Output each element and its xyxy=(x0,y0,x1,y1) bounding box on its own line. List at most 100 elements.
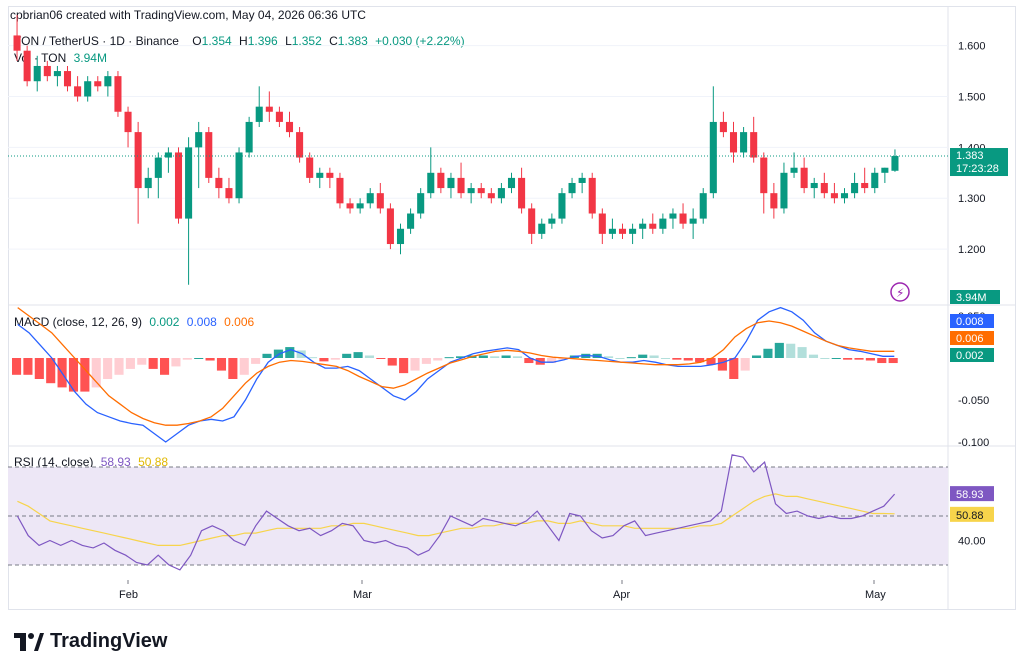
low-label: L xyxy=(285,34,292,48)
candle-body xyxy=(265,106,273,112)
candle-body xyxy=(346,203,354,209)
macd-legend: MACD (close, 12, 26, 9) 0.002 0.008 0.00… xyxy=(14,315,258,329)
macd-histogram-bar xyxy=(501,355,511,358)
brand-name: TradingView xyxy=(50,630,168,652)
macd-hist-badge-value: 0.006 xyxy=(956,333,984,345)
candle-body xyxy=(104,76,112,87)
macd-histogram-bar xyxy=(672,358,682,360)
macd-histogram-bar xyxy=(456,356,466,358)
candle-body xyxy=(63,71,72,87)
candle-body xyxy=(124,111,132,133)
macd-histogram-bar xyxy=(421,358,431,364)
candle-body xyxy=(740,132,748,153)
macd-histogram-bar xyxy=(34,358,44,379)
candle-body xyxy=(296,132,304,158)
candle-body xyxy=(467,188,475,194)
candle-body xyxy=(174,152,183,219)
candle-body xyxy=(750,132,758,158)
macd-histogram-bar xyxy=(319,358,329,362)
candle-body xyxy=(639,223,647,229)
macd-histogram-bar xyxy=(615,358,625,359)
close-label: C xyxy=(329,34,338,48)
macd-histogram-bar xyxy=(752,355,762,358)
candle-body xyxy=(770,193,778,209)
macd-signal-badge xyxy=(950,314,994,328)
price-tick-label: 1.300 xyxy=(958,193,986,205)
candle-body xyxy=(386,208,394,245)
macd-histogram-bar xyxy=(216,358,227,371)
macd-histogram-bar xyxy=(239,358,249,375)
macd-label[interactable]: MACD (close, 12, 26, 9) xyxy=(14,315,143,329)
macd-histogram-bar xyxy=(171,358,181,367)
rsi-line xyxy=(16,454,896,571)
candle-body xyxy=(225,188,233,199)
macd-histogram-bar xyxy=(80,358,90,392)
rsi-badge xyxy=(950,486,994,502)
candle-body xyxy=(427,172,435,194)
candle-body xyxy=(699,193,707,219)
macd-badge-value: 0.002 xyxy=(956,350,984,362)
macd-histogram-bar xyxy=(137,358,147,365)
candle-body xyxy=(255,106,263,122)
last-price-value: 1.383 xyxy=(956,150,984,162)
rsi-value: 58.93 xyxy=(100,455,131,469)
candle-body xyxy=(649,223,657,229)
macd-histogram-bar xyxy=(660,358,671,359)
candle-body xyxy=(376,193,384,209)
macd-histogram-bar xyxy=(797,347,807,358)
candle-body xyxy=(134,132,142,189)
macd-histogram-bar xyxy=(182,358,192,360)
macd-histogram-bar xyxy=(763,348,773,358)
macd-signal-line xyxy=(17,307,895,426)
time-axis-label: May xyxy=(865,589,886,601)
macd-histogram-bar xyxy=(12,358,22,375)
candle-body xyxy=(185,147,193,219)
macd-histogram-bar xyxy=(148,358,158,369)
rsi-ma-line xyxy=(17,493,895,547)
candle-body xyxy=(215,177,223,189)
low-value: 1.352 xyxy=(291,34,322,48)
candle-body xyxy=(729,132,738,153)
candle-body xyxy=(205,132,213,178)
chart-frame[interactable] xyxy=(8,6,1016,610)
candle-body xyxy=(548,218,556,224)
candle-body xyxy=(316,172,324,178)
macd-histogram-bar xyxy=(103,358,113,379)
macd-histogram-bar xyxy=(649,355,659,358)
macd-histogram-bar xyxy=(251,358,261,364)
macd-hist-value: 0.006 xyxy=(224,315,255,329)
macd-line xyxy=(17,306,895,443)
symbol-label[interactable]: TON / TetherUS · 1D · Binance xyxy=(14,34,179,48)
rsi-tick-label: 40.00 xyxy=(958,536,986,548)
candle-body xyxy=(851,182,859,194)
candle-body xyxy=(820,182,828,194)
macd-histogram-bar xyxy=(820,358,830,359)
chart-canvas[interactable]: 1.6001.5001.4001.3001.2001.38317:23:283.… xyxy=(0,0,1024,620)
macd-histogram-bar xyxy=(717,358,727,371)
macd-histogram-bar xyxy=(831,358,841,359)
candle-body xyxy=(457,177,465,194)
candle-body xyxy=(275,111,283,122)
macd-histogram-bar xyxy=(194,358,204,359)
candle-body xyxy=(497,188,505,199)
candle-body xyxy=(43,65,51,77)
candle-body xyxy=(840,193,849,199)
candle-body xyxy=(74,86,82,97)
macd-histogram-bar xyxy=(729,358,739,379)
candle-body xyxy=(285,121,294,133)
candle-body xyxy=(598,213,606,234)
candle-body xyxy=(588,177,596,214)
candle-body xyxy=(164,152,172,158)
macd-histogram-bar xyxy=(387,358,397,366)
lightning-icon xyxy=(890,282,910,302)
candle-body xyxy=(669,213,677,219)
macd-histogram-bar xyxy=(808,354,819,358)
macd-histogram-bar xyxy=(364,355,375,358)
candle-body xyxy=(538,223,546,234)
candle-body xyxy=(568,182,576,194)
macd-tick-label: -0.100 xyxy=(958,437,989,449)
rsi-label[interactable]: RSI (14, close) xyxy=(14,455,94,469)
candle-body xyxy=(13,35,21,51)
macd-histogram-bar xyxy=(865,358,875,361)
volume-badge-value: 3.94M xyxy=(956,292,987,304)
